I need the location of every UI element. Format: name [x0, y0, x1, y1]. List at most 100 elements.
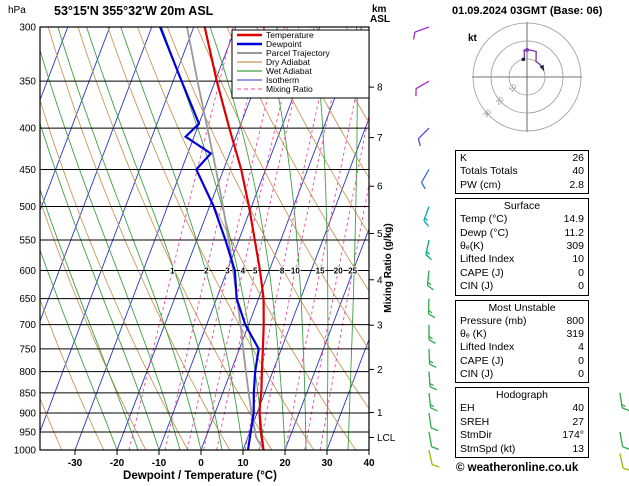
wind-barb [428, 412, 439, 432]
temp-axis: -30 -20 -10 0 10 20 30 40 Dewpoint / Temperature… [68, 450, 375, 482]
mixing-ratio-labels: 1 2 3 4 5 8 10 15 20 25 [169, 265, 359, 276]
wind-barb [428, 348, 437, 369]
stat-value: 13 [572, 442, 584, 455]
stat-label: Totals Totals [460, 165, 518, 178]
svg-text:450: 450 [19, 165, 36, 176]
stat-row: CIN (J) 0 [456, 280, 588, 293]
stat-row: CIN (J) 0 [456, 368, 588, 381]
wind-barb [426, 270, 434, 291]
hodograph-ring [508, 58, 546, 96]
stats-section: Most Unstable Pressure (mb) 800 θₑ (K) 319 Li… [455, 299, 589, 384]
stat-value: 800 [566, 314, 584, 327]
svg-text:25: 25 [348, 266, 357, 275]
wind-barb [423, 206, 430, 227]
svg-text:750: 750 [19, 344, 36, 355]
svg-text:1: 1 [170, 266, 175, 275]
wind-barb [619, 431, 629, 450]
stat-row: θₑ(K) 309 [456, 240, 588, 253]
legend-label: Mixing Ratio [266, 84, 313, 94]
wind-barb [619, 392, 629, 412]
svg-text:30: 30 [321, 458, 333, 469]
wind-barb [425, 239, 432, 261]
run-date: 01.09.2024 03GMT (Base: 06) [452, 5, 603, 17]
svg-text:4: 4 [377, 275, 383, 286]
wind-barb-column [412, 26, 440, 468]
svg-text:600: 600 [19, 266, 36, 277]
svg-text:950: 950 [19, 427, 36, 438]
stat-label: θₑ (K) [460, 327, 487, 340]
wind-barb [415, 80, 430, 97]
stat-value: 4 [578, 341, 584, 354]
stat-value: 40 [572, 165, 584, 178]
section-header: Hodograph [496, 389, 548, 402]
stat-label: CIN (J) [460, 368, 494, 381]
stat-label: EH [460, 402, 475, 415]
svg-text:-20: -20 [110, 458, 125, 469]
stat-row: SREH 27 [456, 416, 588, 429]
svg-text:10: 10 [237, 458, 249, 469]
stat-row: StmDir 174° [456, 429, 588, 442]
svg-text:8: 8 [377, 83, 383, 94]
stat-value: 0 [578, 354, 584, 367]
pressure-unit-label: hPa [8, 5, 26, 16]
stat-value: 2.8 [569, 178, 584, 191]
svg-text:20: 20 [279, 458, 291, 469]
stats-section: Surface Temp (°C) 14.9 Dewp (°C) 11.2 θₑ(K) 30… [455, 198, 589, 296]
legend-label: Temperature [266, 30, 314, 40]
pressure-axis: 300 350 400 450 500 550 600 650 700 750 800 850 900 9… [8, 5, 36, 457]
hodograph-ring [490, 40, 564, 114]
section-header: Surface [503, 200, 541, 213]
svg-text:3: 3 [377, 321, 383, 332]
wind-barb [428, 392, 438, 412]
dewpoint-curve [159, 27, 260, 450]
stat-value: 10 [572, 253, 584, 266]
svg-text:ASL: ASL [370, 14, 390, 25]
stat-value: 27 [572, 415, 584, 428]
hodograph-surface-dot [521, 57, 526, 62]
stat-value: 174° [562, 429, 584, 442]
svg-text:2: 2 [377, 365, 383, 376]
svg-text:6: 6 [377, 182, 383, 193]
sounding-curves [159, 27, 265, 450]
svg-text:40: 40 [363, 458, 375, 469]
stat-row: EH 40 [456, 402, 588, 415]
svg-text:350: 350 [19, 77, 36, 88]
wind-barb [420, 169, 430, 190]
svg-text:20: 20 [334, 266, 343, 275]
stats-section: K 26 Totals Totals 40 PW (cm) 2.8 [455, 150, 589, 195]
x-axis-label: Dewpoint / Temperature (°C) [123, 470, 277, 482]
svg-text:650: 650 [19, 294, 36, 305]
stat-label: StmSpd (kt) [460, 442, 516, 455]
svg-text:900: 900 [19, 408, 36, 419]
svg-text:800: 800 [19, 367, 36, 378]
stats-panel: K 26 Totals Totals 40 PW (cm) 2.8 Surface Temp … [455, 150, 589, 462]
wind-barb [428, 371, 438, 391]
hodograph-arrow [539, 64, 544, 71]
stat-row: θₑ (K) 319 [456, 328, 588, 341]
svg-text:4: 4 [241, 266, 246, 275]
svg-text:5: 5 [377, 229, 383, 240]
stat-label: Pressure (mb) [460, 314, 527, 327]
stat-row: Totals Totals 40 [456, 165, 588, 178]
svg-text:km: km [372, 4, 387, 15]
stat-row: CAPE (J) 0 [456, 267, 588, 280]
stat-row: Lifted Index 4 [456, 341, 588, 354]
stat-row: K 26 [456, 152, 588, 165]
copyright: © weatheronline.co.uk [456, 462, 579, 474]
wind-barb [428, 449, 440, 468]
svg-text:8: 8 [280, 266, 285, 275]
stat-row: Lifted Index 10 [456, 253, 588, 266]
hodograph-unit-label: kt [468, 33, 478, 44]
svg-text:10: 10 [291, 266, 300, 275]
hodograph-ring [472, 22, 582, 132]
stat-label: CIN (J) [460, 280, 494, 293]
svg-text:1000: 1000 [14, 446, 37, 457]
stat-value: 26 [572, 152, 584, 164]
stat-label: Dewp (°C) [460, 226, 509, 239]
svg-text:-10: -10 [152, 458, 167, 469]
svg-text:2: 2 [204, 266, 209, 275]
stat-label: PW (cm) [460, 178, 501, 191]
legend-label: Parcel Trajectory [266, 48, 331, 58]
